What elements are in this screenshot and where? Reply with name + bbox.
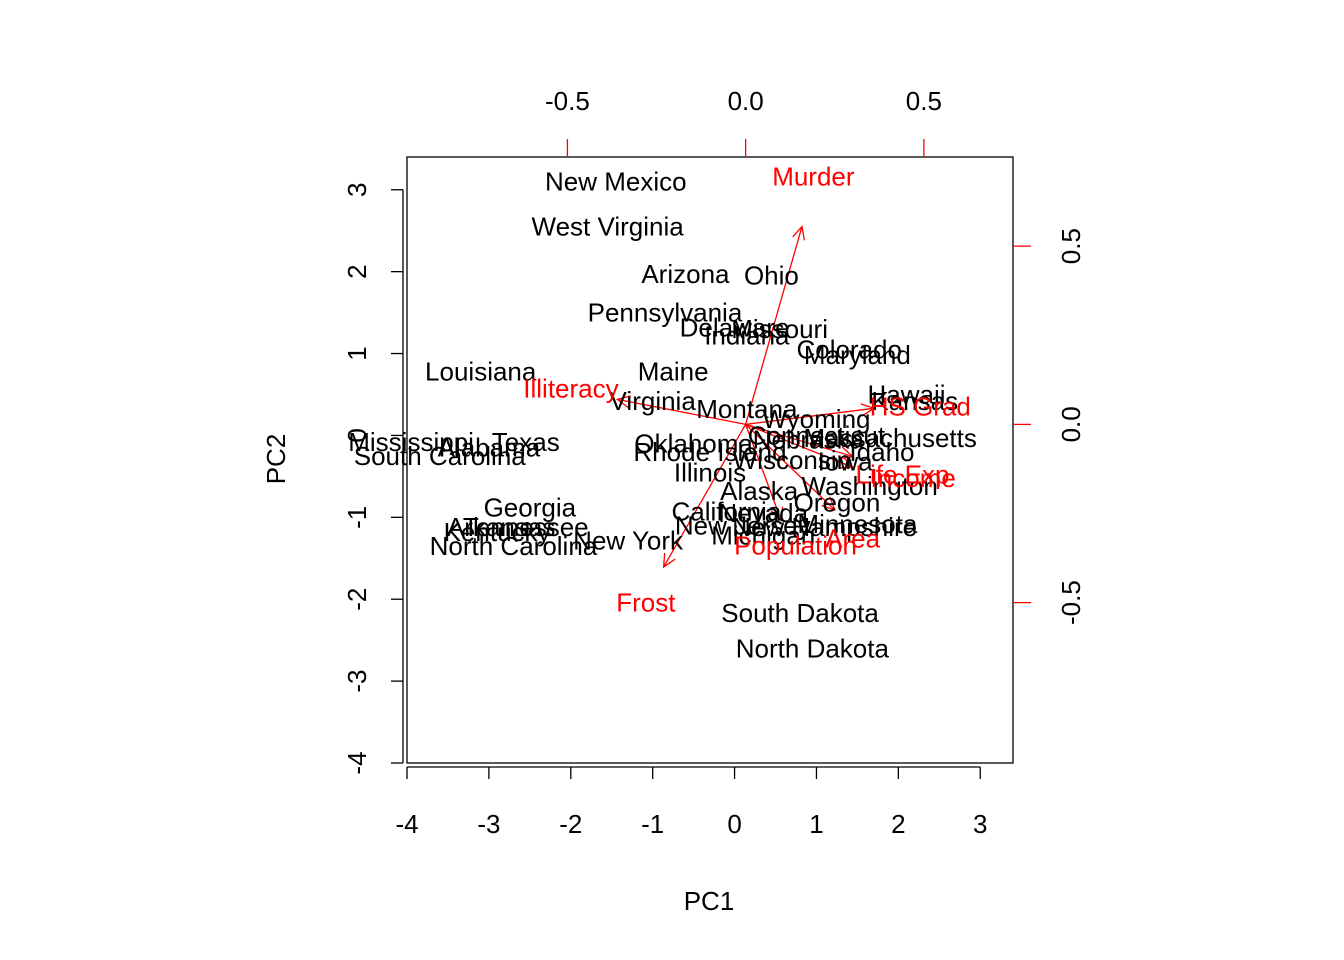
point-label: Maine (638, 357, 709, 387)
point-label: Virginia (610, 386, 697, 416)
right-tick-label: -0.5 (1056, 580, 1086, 625)
point-label: Mississippi (348, 427, 474, 457)
point-label: New Jersey (675, 511, 811, 541)
point-label: Oklahoma (634, 429, 753, 459)
arrow-head (860, 403, 876, 417)
point-label: Wisconsin (733, 445, 851, 475)
point-label: Delaware (680, 312, 790, 342)
x-tick-label: 3 (973, 809, 987, 839)
arrow-head (838, 446, 855, 460)
loading-arrow (745, 424, 782, 521)
point-label: Indiana (704, 321, 790, 351)
y-tick-label: 3 (342, 183, 372, 197)
loading-label: HS Grad (870, 392, 971, 422)
x-tick-label: 1 (809, 809, 823, 839)
top-tick-label: 0.0 (728, 86, 764, 116)
point-label: Louisiana (425, 357, 537, 387)
point-label: Massachusetts (803, 423, 976, 453)
arrow-head (821, 496, 836, 511)
loading-label: Income (871, 463, 956, 493)
y-tick-label: 2 (342, 264, 372, 278)
point-label: Michigan (711, 520, 815, 550)
point-label: Oregon (794, 488, 881, 518)
loading-label: Population (734, 531, 857, 561)
loading-label: Life Exp (856, 459, 950, 489)
arrow-head (615, 395, 632, 409)
loading-label: Murder (772, 162, 855, 192)
point-label: Iowa (818, 447, 873, 477)
y-tick-label: 1 (342, 346, 372, 360)
point-label: South Dakota (721, 598, 879, 628)
point-label: New York (573, 525, 684, 555)
right-tick-label: 0.5 (1056, 228, 1086, 264)
point-label: West Virginia (532, 212, 685, 242)
right-tick-label: 0.0 (1056, 406, 1086, 442)
top-tick-label: 0.5 (906, 86, 942, 116)
arrow-head (662, 552, 676, 569)
point-label: Hawaii (868, 379, 946, 409)
point-label: California (671, 497, 781, 527)
x-tick-label: -2 (559, 809, 582, 839)
loading-arrow (745, 423, 836, 511)
x-tick-label: 0 (727, 809, 741, 839)
loading-arrow (745, 226, 803, 425)
point-label: Illinois (674, 457, 746, 487)
point-label: Rhode Island (633, 437, 786, 467)
loading-arrow (745, 423, 853, 468)
x-tick-label: -4 (395, 809, 418, 839)
loading-arrow (617, 398, 746, 425)
point-label: South Carolina (354, 441, 527, 471)
loading-arrow (663, 424, 747, 568)
point-label: Maryland (804, 340, 911, 370)
x-axis-label: PC1 (684, 886, 735, 916)
x-tick-label: -3 (477, 809, 500, 839)
loading-label: Area (825, 523, 880, 553)
point-label: Minnesota (797, 509, 917, 539)
y-tick-label: -3 (342, 670, 372, 693)
point-label: Colorado (796, 334, 902, 364)
point-label: Missouri (731, 314, 828, 344)
point-label: Nebraska (753, 425, 865, 455)
x-tick-label: 2 (891, 809, 905, 839)
point-label: Alaska (720, 476, 799, 506)
y-tick-label: -2 (342, 588, 372, 611)
point-label: Arkansas (447, 512, 555, 542)
y-tick-label: -1 (342, 506, 372, 529)
y-tick-label: 0 (342, 428, 372, 442)
plot-frame (406, 156, 1014, 764)
point-label: Connecticut (748, 420, 886, 450)
loading-label: Illiteracy (523, 374, 618, 404)
x-tick-label: -1 (641, 809, 664, 839)
point-label: New Mexico (545, 167, 687, 197)
top-tick-label: -0.5 (545, 86, 590, 116)
point-label: Kentucky (444, 517, 551, 547)
point-label: Tennessee (463, 512, 589, 542)
point-label: Georgia (484, 492, 577, 522)
point-label: Alabama (438, 433, 541, 463)
point-label: Washington (802, 471, 938, 501)
arrow-head (838, 456, 854, 469)
point-label: Wyoming (762, 404, 870, 434)
point-label: Kansas (871, 386, 958, 416)
arrow-head (770, 506, 784, 523)
point-label: Pennsylvania (588, 298, 743, 328)
y-axis-label: PC2 (261, 434, 291, 485)
point-label: North Carolina (430, 531, 598, 561)
point-label: Arizona (641, 259, 730, 289)
arrow-head (792, 225, 805, 241)
loading-label: Frost (616, 588, 676, 618)
loading-arrow (745, 407, 875, 425)
point-label: Idaho (849, 437, 914, 467)
point-label: Nevada (718, 498, 808, 528)
y-tick-label: -4 (342, 751, 372, 774)
loading-arrow (745, 423, 853, 458)
point-label: Ohio (744, 261, 799, 291)
point-label: North Dakota (736, 633, 890, 663)
point-label: New Hampshire (732, 512, 917, 542)
point-label: Texas (492, 427, 560, 457)
point-label: Montana (696, 394, 798, 424)
